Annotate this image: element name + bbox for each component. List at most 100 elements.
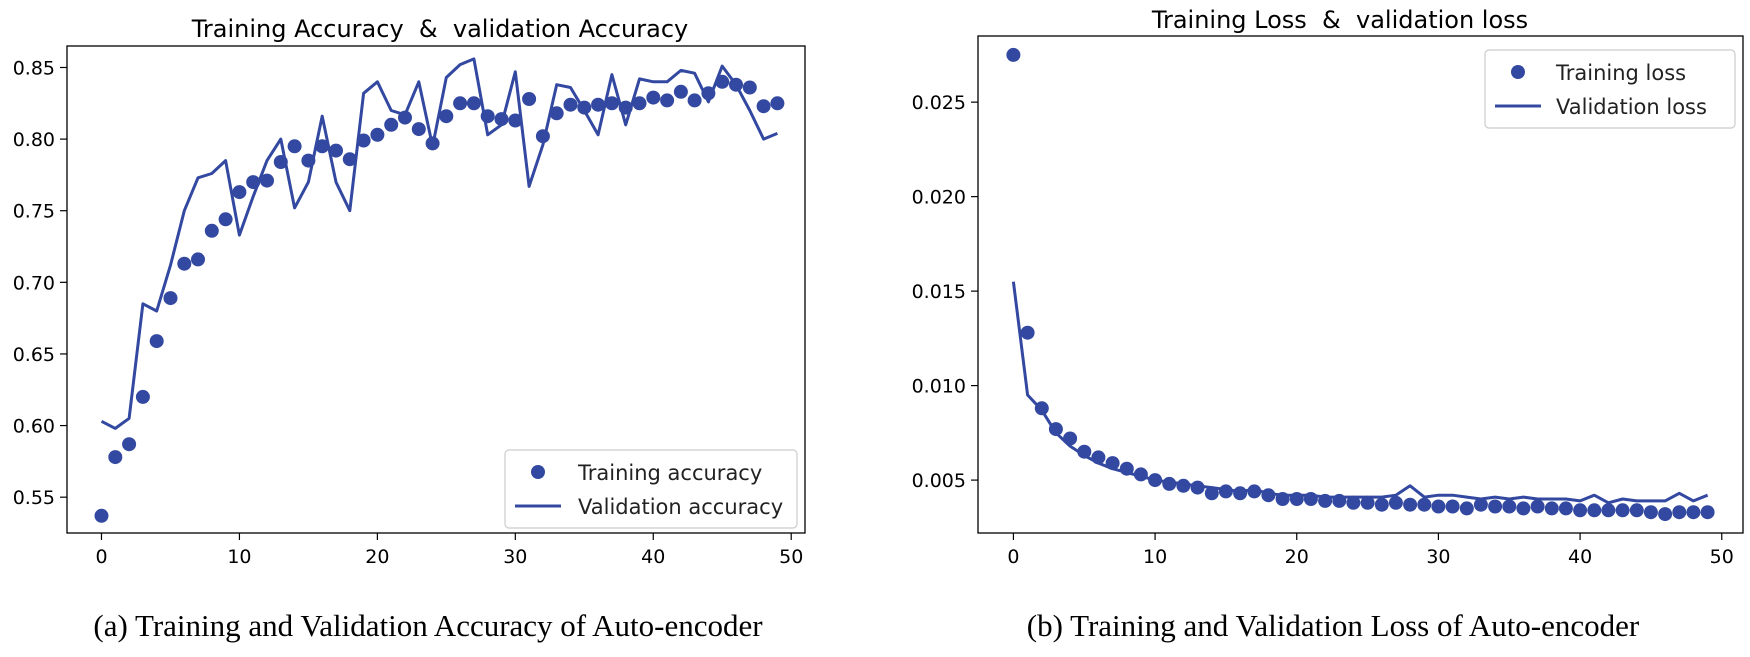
training-loss-point bbox=[1318, 493, 1333, 508]
training-accuracy-point bbox=[411, 122, 426, 137]
legend-label-training-loss: Training loss bbox=[1555, 61, 1686, 85]
training-accuracy-point bbox=[494, 112, 509, 127]
training-loss-point bbox=[1261, 488, 1276, 503]
accuracy-x-tick-label: 50 bbox=[779, 546, 803, 568]
training-loss-point bbox=[1133, 467, 1148, 482]
legend-label-validation-accuracy: Validation accuracy bbox=[578, 495, 783, 519]
training-loss-point bbox=[1431, 499, 1446, 514]
training-loss-point bbox=[1488, 499, 1503, 514]
training-accuracy-point bbox=[508, 113, 523, 128]
accuracy-legend: Training accuracy Validation accuracy bbox=[504, 449, 798, 529]
accuracy-x-tick-label: 40 bbox=[641, 546, 665, 568]
accuracy-y-tick-label: 0.70 bbox=[13, 272, 55, 294]
training-accuracy-point bbox=[439, 109, 454, 124]
loss-x-tick-label: 40 bbox=[1568, 546, 1592, 568]
accuracy-y-tick-label: 0.60 bbox=[13, 416, 55, 438]
training-loss-point bbox=[1530, 499, 1545, 514]
training-accuracy-point bbox=[729, 77, 743, 92]
loss-x-tick-label: 10 bbox=[1143, 546, 1167, 568]
training-accuracy-point bbox=[163, 291, 178, 306]
training-loss-point bbox=[1176, 478, 1191, 493]
training-accuracy-point bbox=[756, 99, 771, 114]
loss-chart-title: Training Loss & validation loss bbox=[1151, 6, 1528, 34]
validation-loss-line bbox=[1011, 281, 1709, 505]
training-loss-point bbox=[1006, 47, 1021, 62]
training-loss-point bbox=[1544, 501, 1559, 516]
loss-y-tick-label: 0.020 bbox=[912, 187, 966, 209]
loss-y-tick-label: 0.025 bbox=[912, 92, 966, 114]
training-loss-point bbox=[1360, 495, 1375, 510]
training-loss-point bbox=[1459, 501, 1474, 516]
training-loss-point bbox=[1700, 505, 1715, 520]
training-loss-point bbox=[1190, 480, 1205, 495]
loss-caption: (b) Training and Validation Loss of Auto… bbox=[1027, 608, 1640, 643]
training-accuracy-point bbox=[260, 173, 274, 188]
loss-plot-frame bbox=[977, 35, 1744, 534]
training-loss-point bbox=[1303, 492, 1318, 506]
training-accuracy-point bbox=[204, 223, 219, 238]
training-loss-point bbox=[1388, 495, 1403, 510]
training-accuracy-point bbox=[108, 450, 123, 465]
training-accuracy-point bbox=[177, 256, 192, 271]
training-loss-point bbox=[1289, 492, 1304, 506]
loss-x-tick-label: 0 bbox=[1007, 546, 1019, 568]
training-accuracy-point bbox=[618, 100, 633, 115]
accuracy-plot-frame bbox=[66, 45, 806, 534]
training-accuracy-point bbox=[660, 93, 675, 108]
training-loss-point bbox=[1417, 497, 1432, 512]
legend-label-validation-loss: Validation loss bbox=[1556, 95, 1707, 119]
training-accuracy-point bbox=[315, 139, 330, 154]
training-accuracy-point bbox=[549, 106, 564, 121]
training-accuracy-point bbox=[577, 100, 592, 115]
training-loss-point bbox=[1218, 484, 1233, 499]
accuracy-x-tick-label: 0 bbox=[95, 546, 107, 568]
accuracy-x-tick-label: 20 bbox=[365, 546, 389, 568]
accuracy-y-tick-label: 0.65 bbox=[13, 344, 55, 366]
loss-y-ticks: 0.005 0.010 0.015 0.020 0.025 bbox=[912, 92, 978, 492]
training-loss-point bbox=[1658, 507, 1673, 522]
training-accuracy-point bbox=[535, 129, 550, 144]
training-accuracy-point bbox=[342, 152, 357, 167]
training-loss-point bbox=[1233, 486, 1248, 501]
accuracy-chart-title: Training Accuracy & validation Accuracy bbox=[191, 15, 689, 43]
training-accuracy-point bbox=[715, 74, 730, 89]
training-accuracy-point bbox=[246, 175, 261, 190]
training-loss-point bbox=[1403, 497, 1418, 512]
accuracy-x-tick-label: 10 bbox=[227, 546, 251, 568]
training-accuracy-point bbox=[466, 96, 481, 111]
training-accuracy-point bbox=[149, 334, 164, 349]
training-loss-point bbox=[1332, 493, 1347, 508]
training-accuracy-point bbox=[398, 110, 412, 125]
training-loss-point bbox=[1643, 505, 1658, 520]
loss-series bbox=[1006, 47, 1715, 522]
loss-y-tick-label: 0.015 bbox=[912, 281, 966, 303]
training-accuracy-point bbox=[591, 97, 606, 112]
accuracy-caption: (a) Training and Validation Accuracy of … bbox=[93, 608, 763, 643]
legend-marker-training-accuracy bbox=[531, 465, 545, 479]
loss-x-tick-label: 30 bbox=[1426, 546, 1450, 568]
training-accuracy-point bbox=[329, 143, 343, 158]
loss-legend-box bbox=[1484, 49, 1736, 129]
training-loss-point bbox=[1204, 486, 1219, 501]
training-loss-point bbox=[1686, 505, 1701, 520]
training-accuracy-point bbox=[673, 84, 688, 99]
training-loss-point bbox=[1672, 505, 1687, 520]
training-loss-point bbox=[1346, 495, 1361, 510]
legend-marker-training-loss bbox=[1511, 65, 1525, 79]
training-loss-point bbox=[1091, 450, 1106, 465]
accuracy-x-ticks: 0 10 20 30 40 50 bbox=[95, 533, 803, 568]
training-loss-point bbox=[1558, 501, 1573, 516]
training-loss-point bbox=[1473, 497, 1488, 512]
accuracy-legend-box bbox=[504, 449, 798, 529]
training-accuracy-point bbox=[135, 389, 150, 404]
loss-y-tick-label: 0.010 bbox=[912, 376, 966, 398]
training-accuracy-point bbox=[453, 96, 468, 111]
training-accuracy-point bbox=[273, 155, 288, 169]
training-accuracy-point bbox=[218, 212, 233, 227]
loss-x-tick-label: 20 bbox=[1285, 546, 1309, 568]
training-accuracy-point bbox=[301, 153, 316, 168]
training-accuracy-point bbox=[425, 136, 440, 151]
training-accuracy-point bbox=[632, 96, 647, 111]
training-accuracy-point bbox=[770, 96, 785, 111]
